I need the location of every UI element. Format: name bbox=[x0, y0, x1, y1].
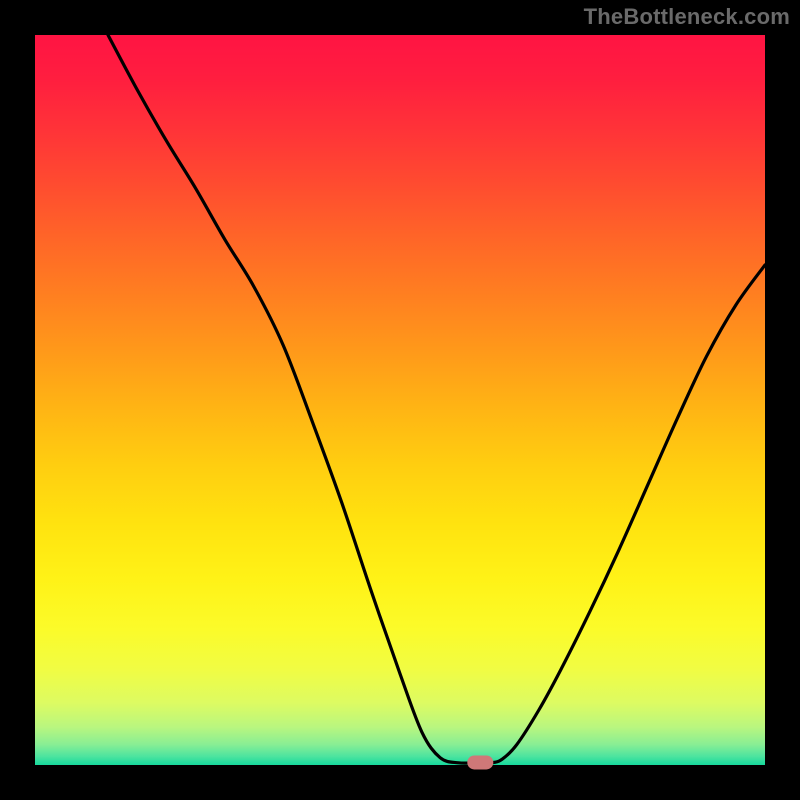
gradient-background bbox=[35, 35, 765, 765]
chart-container: { "watermark": { "text": "TheBottleneck.… bbox=[0, 0, 800, 800]
watermark-text: TheBottleneck.com bbox=[584, 4, 790, 30]
bottleneck-chart bbox=[0, 0, 800, 800]
minimum-marker bbox=[467, 755, 493, 769]
